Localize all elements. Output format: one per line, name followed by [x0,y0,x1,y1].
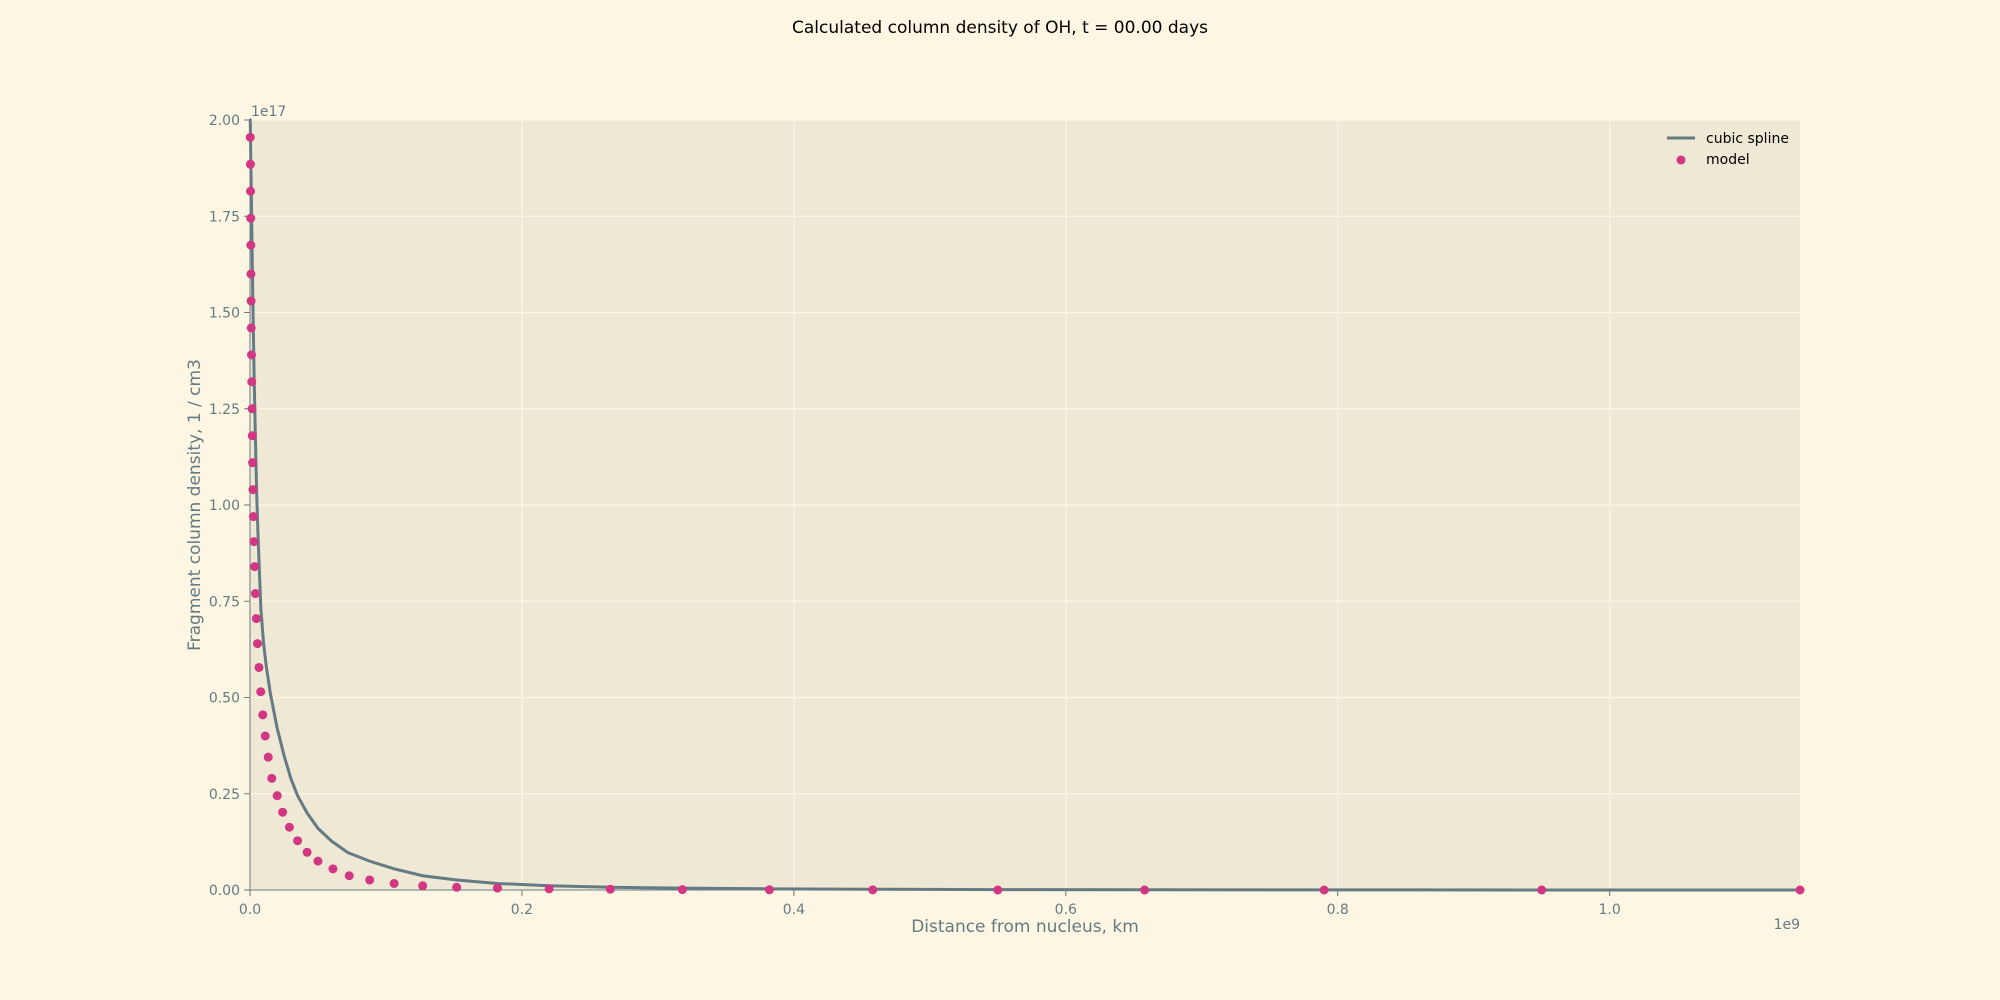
x-axis-offset-label: 1e9 [1774,917,1800,933]
data-point-model [418,881,428,891]
y-tick-label: 1.25 [209,402,240,418]
y-tick-label: 1.75 [209,209,240,225]
data-point-model [389,878,399,888]
data-point-model [246,323,256,333]
data-point-model [247,350,256,360]
data-point-model [249,537,259,547]
y-axis-label: Fragment column density, 1 / cm3 [185,359,205,651]
data-point-model [251,614,261,624]
data-point-model [258,710,268,720]
data-point-model [267,773,277,783]
legend-label-cubic-spline: cubic spline [1706,131,1789,147]
data-point-model [246,240,256,250]
data-point-model [1319,885,1329,895]
y-tick-label: 0.50 [209,691,240,707]
data-point-model [252,639,262,649]
data-point-model [605,884,615,894]
data-point-model [260,731,270,741]
data-point-model [452,882,462,892]
data-point-model [544,884,554,894]
x-tick-label: 1.0 [1599,902,1621,918]
x-axis-label: Distance from nucleus, km [911,917,1139,937]
data-point-model [328,864,338,874]
x-tick-label: 0.8 [1327,902,1349,918]
chart-title: Calculated column density of OH, t = 00.… [792,18,1208,38]
y-tick-label: 0.00 [209,883,240,899]
data-point-model [1795,885,1805,895]
x-tick-label: 0.2 [511,902,533,918]
data-point-model [245,132,255,142]
data-point-model [272,791,282,801]
data-point-model [764,885,774,895]
data-point-model [254,662,264,672]
data-point-model [278,807,288,817]
data-point-model [248,512,258,522]
data-point-model [302,847,312,857]
data-point-model [263,752,273,762]
legend-label-model: model [1706,152,1750,168]
data-point-model [247,404,257,414]
y-axis-offset-label: 1e17 [251,104,286,120]
legend-swatch-model [1676,155,1686,165]
data-point-model [1140,885,1150,895]
y-tick-label: 1.00 [209,498,240,514]
y-axis-ticks: 0.00 0.25 0.50 0.75 1.00 1.25 1.50 1.75 2.00 [209,113,250,899]
y-tick-label: 0.75 [209,594,240,610]
data-point-model [246,213,256,223]
data-point-model [344,871,354,881]
legend: cubic spline model [1667,131,1789,168]
grid-lines [249,119,1800,891]
x-axis-ticks: 0.0 0.2 0.4 0.6 0.8 1.0 [239,890,1621,918]
y-tick-label: 0.25 [209,787,240,803]
data-point-model [250,562,260,572]
data-point-model [256,687,266,697]
data-point-model [250,589,260,599]
x-tick-label: 0.4 [783,902,805,918]
data-point-model [246,269,256,279]
data-point-model [248,485,258,495]
data-point-model [993,885,1003,895]
data-point-model [365,875,375,885]
data-point-model [247,377,257,387]
data-point-model [1537,885,1547,895]
y-tick-label: 2.00 [209,113,240,129]
data-point-model [492,883,502,893]
series-layer [245,118,1805,895]
series-line-cubic-spline [248,118,1802,892]
data-point-model [246,296,256,306]
data-point-model [248,458,258,468]
data-point-model [284,822,294,832]
data-point-model [677,885,687,895]
x-tick-label: 0.0 [239,902,261,918]
x-tick-label: 0.6 [1055,902,1077,918]
data-point-model [868,885,878,895]
data-point-model [245,159,255,169]
data-point-model [293,836,303,846]
data-point-model [313,856,323,866]
data-point-model [247,431,257,441]
data-point-model [246,186,256,196]
y-tick-label: 1.50 [209,306,240,322]
